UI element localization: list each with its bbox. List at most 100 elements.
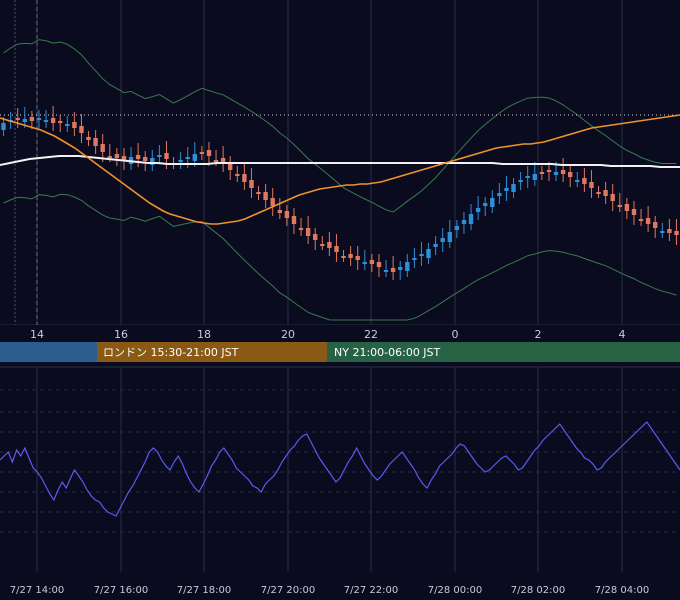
- candle-body-0: [1, 123, 6, 130]
- candle-body-27: [192, 154, 197, 161]
- ma-slow-line: [0, 155, 680, 168]
- candle-body-74: [525, 176, 530, 178]
- candle-body-72: [511, 184, 516, 192]
- time-tick-label: 7/27 22:00: [344, 585, 398, 596]
- candle-body-50: [355, 256, 360, 260]
- candle-body-81: [575, 180, 580, 182]
- candle-body-40: [284, 211, 290, 218]
- price-panel[interactable]: [0, 0, 680, 326]
- session-ny: [327, 342, 680, 362]
- candle-body-48: [341, 256, 346, 258]
- candle-body-52: [369, 260, 375, 264]
- bollinger-lower: [3, 193, 677, 321]
- candle-body-95: [674, 231, 679, 235]
- candle-body-79: [560, 170, 566, 174]
- candle-body-58: [412, 258, 417, 260]
- candle-body-57: [405, 262, 410, 271]
- candle-body-61: [433, 244, 438, 247]
- candle-body-9: [65, 124, 70, 126]
- candle-body-85: [603, 190, 608, 196]
- time-tick-label: 7/27 16:00: [94, 585, 148, 596]
- candle-body-44: [313, 234, 318, 240]
- candle-body-66: [468, 214, 474, 224]
- time-tick-label: 7/28 02:00: [511, 585, 565, 596]
- candle-body-23: [164, 153, 169, 159]
- candle-body-12: [86, 137, 91, 140]
- candle-body-7: [50, 118, 56, 123]
- hour-tick-label: 22: [364, 328, 378, 341]
- candle-body-2: [15, 118, 20, 120]
- time-tick-label: 7/27 14:00: [10, 585, 64, 596]
- candle-body-63: [447, 232, 452, 242]
- candle-body-36: [256, 192, 261, 194]
- candle-body-39: [277, 210, 282, 213]
- hour-tick-label: 2: [535, 328, 542, 341]
- candle-body-84: [596, 192, 601, 194]
- hour-tick-label: 0: [452, 328, 459, 341]
- ma-fast-line: [0, 114, 680, 225]
- candle-body-68: [483, 203, 488, 206]
- candle-body-80: [568, 172, 573, 177]
- candle-body-88: [624, 204, 630, 211]
- candle-body-38: [270, 198, 275, 206]
- moving-averages: [0, 114, 680, 225]
- candle-body-60: [426, 249, 431, 258]
- candle-body-35: [249, 180, 254, 188]
- bollinger-upper: [3, 39, 677, 213]
- candle-body-17: [121, 156, 127, 160]
- candle-body-53: [376, 262, 382, 267]
- candle-body-93: [660, 231, 665, 233]
- candle-body-71: [504, 188, 509, 191]
- candle-body-89: [631, 209, 637, 215]
- candle-body-15: [107, 156, 112, 158]
- candle-body-49: [348, 254, 353, 258]
- oscillator-panel[interactable]: [0, 366, 680, 572]
- candle-body-45: [320, 244, 325, 246]
- candle-body-32: [228, 162, 233, 170]
- candle-body-30: [213, 160, 219, 162]
- candle-body-26: [185, 157, 190, 159]
- candle-body-82: [582, 178, 587, 184]
- time-axis: 7/27 14:00 7/27 16:00 7/27 18:00 7/27 20:00…: [10, 585, 649, 596]
- candle-body-55: [390, 268, 396, 272]
- candle-body-62: [440, 238, 445, 242]
- hour-tick-label: 18: [197, 328, 211, 341]
- candle-body-20: [143, 157, 148, 161]
- candle-body-5: [36, 118, 42, 120]
- time-tick-label: 7/28 04:00: [595, 585, 649, 596]
- oscillator-line: [0, 421, 680, 517]
- bollinger-bands: [3, 39, 677, 321]
- candle-body-47: [334, 246, 339, 252]
- candle-body-6: [43, 120, 49, 122]
- candle-body-34: [242, 174, 247, 182]
- session-ny-label: NY 21:00-06:00 JST: [334, 346, 441, 359]
- session-bar: ロンドン 15:30-21:00 JST NY 21:00-06:00 JST: [0, 342, 680, 362]
- session-london-label: ロンドン 15:30-21:00 JST: [103, 346, 239, 359]
- session-london: [97, 342, 327, 362]
- candle-body-59: [419, 254, 424, 256]
- candle-body-54: [383, 270, 389, 272]
- candle-body-87: [617, 205, 622, 207]
- candle-body-28: [199, 152, 205, 154]
- candle-body-14: [100, 144, 105, 152]
- candle-body-77: [546, 170, 552, 172]
- candle-body-90: [638, 219, 644, 221]
- candle-body-92: [653, 222, 658, 228]
- hour-tick-label: 20: [281, 328, 295, 341]
- candle-body-19: [135, 155, 141, 159]
- candle-body-70: [497, 193, 502, 196]
- candle-body-37: [263, 192, 268, 200]
- candle-body-8: [58, 121, 63, 123]
- oscillator-grid: [0, 367, 680, 572]
- candle-body-33: [235, 174, 240, 176]
- candle-body-21: [150, 158, 155, 165]
- candlesticks: [1, 106, 679, 280]
- candle-body-86: [610, 194, 615, 201]
- candle-body-29: [206, 150, 212, 156]
- candle-body-41: [291, 216, 297, 224]
- candle-body-78: [553, 172, 559, 175]
- hour-axis: 14 16 18 20 22 0 2 4: [0, 325, 680, 342]
- candle-body-76: [539, 172, 545, 174]
- session-tokyo: [0, 342, 97, 362]
